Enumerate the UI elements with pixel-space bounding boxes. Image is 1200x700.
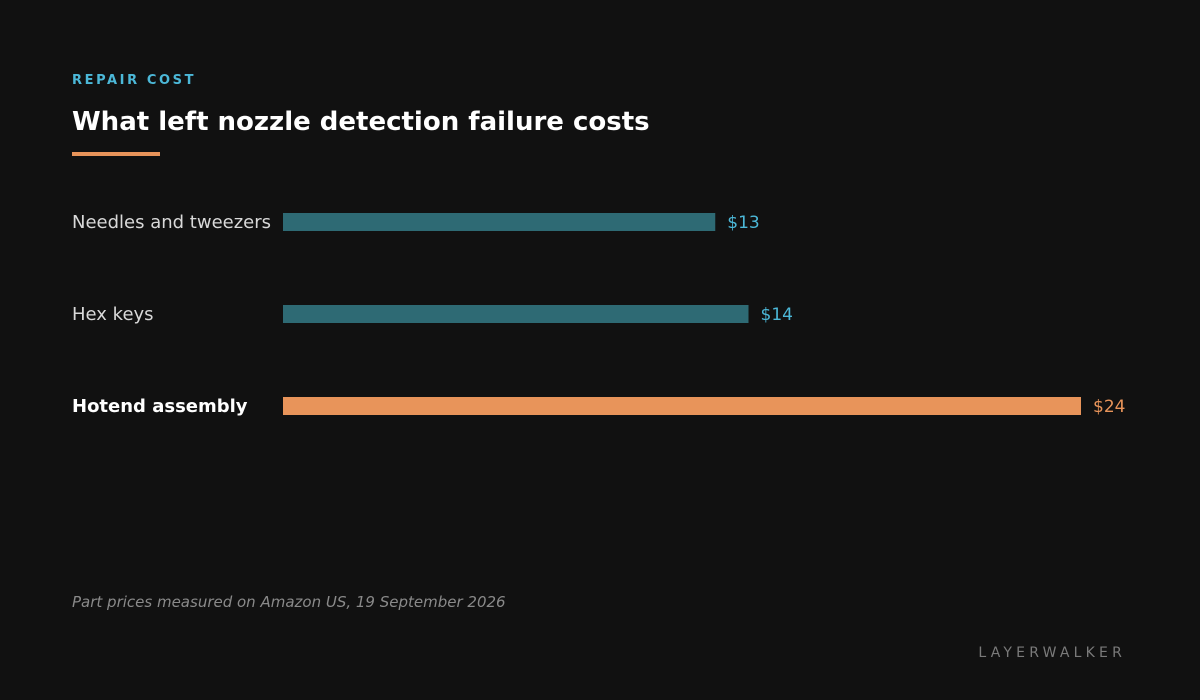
chart-eyebrow: REPAIR COST [72, 73, 197, 88]
title-accent-rule [72, 152, 160, 156]
bar [283, 397, 1081, 415]
category-label: Hotend assembly [72, 396, 248, 417]
category-label: Hex keys [72, 304, 154, 325]
brand-wordmark: LAYERWALKER [978, 645, 1126, 661]
value-label: $24 [1093, 397, 1125, 417]
chart-title: What left nozzle detection failure costs [72, 107, 650, 137]
bar [283, 305, 749, 323]
value-label: $13 [727, 213, 759, 233]
category-label: Needles and tweezers [72, 212, 271, 233]
source-footnote: Part prices measured on Amazon US, 19 Se… [72, 593, 506, 611]
value-label: $14 [761, 305, 793, 325]
bar [283, 213, 716, 231]
